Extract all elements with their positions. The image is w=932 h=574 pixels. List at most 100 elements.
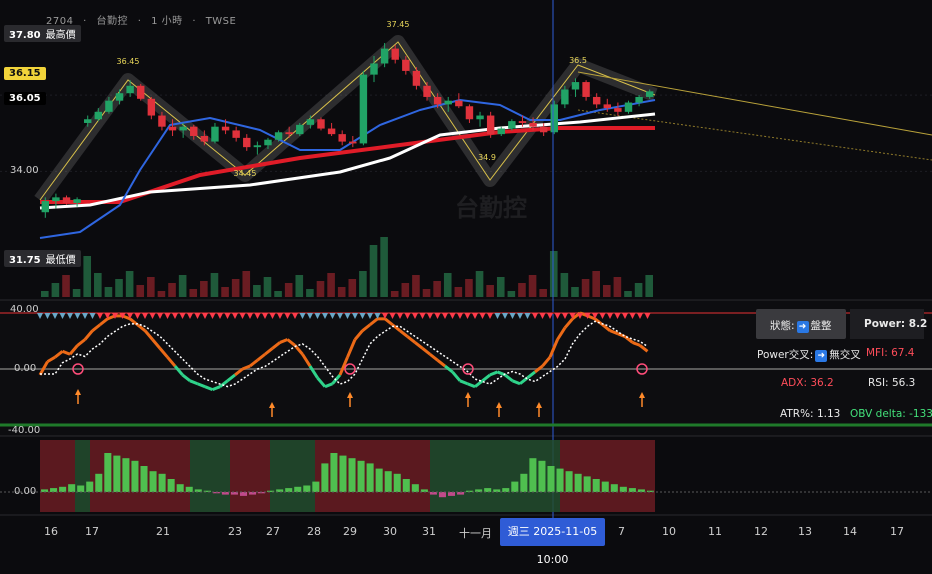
oscillator-line bbox=[249, 358, 259, 368]
high-price-tag: 37.80 最高價 bbox=[4, 25, 81, 42]
signal-marker bbox=[464, 313, 471, 319]
histogram-bar bbox=[438, 492, 446, 498]
x-tick-label: 16 bbox=[44, 525, 58, 538]
y-tick-label: 0.00 bbox=[14, 486, 37, 497]
histogram-bar bbox=[565, 471, 573, 492]
signal-marker bbox=[509, 313, 516, 319]
symbol-code[interactable]: 2704 bbox=[46, 16, 74, 27]
volume-bar bbox=[475, 271, 484, 297]
signal-marker bbox=[539, 313, 546, 319]
buy-arrow-head bbox=[269, 402, 275, 408]
signal-marker bbox=[644, 313, 651, 319]
candle-body bbox=[391, 48, 399, 60]
volume-bar bbox=[316, 281, 325, 297]
chart-header: 2704 · 台勤控 · 1 小時 · TWSE bbox=[46, 16, 237, 27]
volume-bar bbox=[560, 273, 569, 297]
interval-label[interactable]: 1 小時 bbox=[151, 16, 183, 27]
volume-bar bbox=[136, 285, 145, 297]
signal-marker bbox=[569, 313, 576, 319]
histogram-bar bbox=[592, 479, 600, 492]
volume-bar bbox=[157, 291, 166, 297]
volume-bar bbox=[518, 283, 526, 297]
candle-body bbox=[41, 201, 50, 213]
price-annotation: 36.45 bbox=[117, 57, 140, 66]
candle-body bbox=[62, 197, 71, 203]
volume-bar bbox=[231, 279, 240, 297]
signal-marker bbox=[322, 313, 328, 319]
ma-blue-line bbox=[39, 99, 656, 239]
signal-marker bbox=[607, 313, 613, 319]
oscillator-line bbox=[279, 338, 289, 344]
price-annotation: 34.45 bbox=[234, 169, 257, 178]
signal-marker bbox=[179, 313, 186, 319]
symbol-name: 台勤控 bbox=[96, 16, 129, 27]
histogram-bar bbox=[312, 481, 320, 492]
signal-marker bbox=[277, 313, 283, 319]
candle-body bbox=[455, 100, 463, 107]
oscillator-line bbox=[226, 373, 236, 382]
volume-bar bbox=[634, 283, 643, 297]
candle-body bbox=[412, 70, 421, 86]
signal-marker bbox=[487, 313, 493, 319]
candle-body bbox=[52, 197, 60, 202]
histogram-bar bbox=[429, 492, 437, 495]
candle-body bbox=[179, 126, 187, 131]
oscillator-line bbox=[301, 353, 312, 367]
signal-marker bbox=[637, 313, 643, 319]
candle-body bbox=[592, 96, 601, 105]
signal-marker bbox=[209, 313, 216, 319]
oscillator-line bbox=[504, 373, 514, 382]
candle-body bbox=[73, 199, 81, 203]
ma-red-line bbox=[40, 126, 655, 204]
candle-body bbox=[402, 59, 410, 71]
signal-marker bbox=[374, 313, 381, 319]
oscillator-line bbox=[204, 385, 214, 392]
signal-marker bbox=[472, 313, 478, 319]
oscillator-line bbox=[639, 344, 649, 353]
histogram-bar bbox=[366, 463, 374, 492]
signal-marker bbox=[67, 313, 73, 319]
oscillator-line bbox=[466, 382, 476, 389]
histogram-bar bbox=[520, 473, 528, 492]
oscillator-line bbox=[173, 365, 184, 376]
volume-bar bbox=[125, 271, 134, 297]
signal-marker bbox=[217, 313, 223, 319]
candle-body bbox=[550, 104, 558, 133]
histogram-bar bbox=[646, 490, 654, 492]
histogram-bar bbox=[221, 492, 229, 495]
candle-body bbox=[232, 130, 240, 138]
volume-bar bbox=[571, 287, 579, 297]
signal-marker bbox=[157, 313, 163, 319]
candle-body bbox=[529, 122, 537, 127]
buy-arrow-head bbox=[465, 392, 471, 398]
signal-marker bbox=[367, 313, 373, 319]
signal-marker bbox=[104, 313, 111, 319]
buy-arrow-head bbox=[347, 392, 353, 398]
oscillator-line bbox=[556, 326, 567, 341]
candle-body bbox=[539, 126, 548, 133]
oscillator-line bbox=[143, 329, 154, 341]
histogram-bar bbox=[610, 484, 618, 492]
oscillator-line bbox=[46, 355, 56, 363]
signal-marker bbox=[502, 313, 508, 319]
oscillator-line bbox=[76, 338, 86, 347]
candle-body bbox=[147, 98, 156, 116]
volume-bar bbox=[200, 281, 208, 297]
oscillator-line bbox=[234, 367, 244, 377]
x-tick-label: 13 bbox=[798, 525, 812, 538]
volume-bar bbox=[422, 289, 431, 297]
candle-body bbox=[423, 85, 431, 97]
volume-bar bbox=[390, 291, 399, 297]
signal-marker bbox=[412, 313, 418, 319]
oscillator-line bbox=[271, 341, 281, 350]
candle-body bbox=[306, 119, 315, 125]
x-tick-label: 14 bbox=[843, 525, 857, 538]
signal-marker bbox=[584, 313, 591, 319]
histogram-bar bbox=[50, 488, 58, 492]
candle-body bbox=[497, 128, 505, 135]
signal-marker bbox=[554, 313, 561, 319]
trend-line bbox=[577, 109, 932, 161]
histogram-bar bbox=[339, 455, 347, 492]
candle-body bbox=[200, 135, 209, 142]
volume-bar bbox=[528, 275, 537, 297]
